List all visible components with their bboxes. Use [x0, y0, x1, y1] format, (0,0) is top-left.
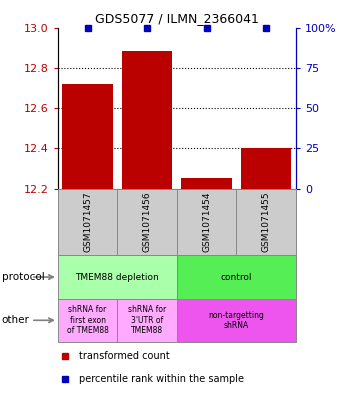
Bar: [62, 84, 113, 189]
Text: GSM1071454: GSM1071454: [202, 192, 211, 252]
Text: other: other: [2, 315, 30, 325]
Bar: [181, 178, 232, 189]
Text: non-targetting
shRNA: non-targetting shRNA: [208, 310, 264, 330]
Bar: [177, 189, 236, 255]
Bar: [117, 189, 177, 255]
Bar: [58, 189, 117, 255]
Bar: [117, 299, 177, 342]
Bar: [241, 148, 291, 189]
Text: GSM1071457: GSM1071457: [83, 192, 92, 252]
Text: GSM1071455: GSM1071455: [261, 192, 271, 252]
Text: transformed count: transformed count: [79, 351, 170, 361]
Bar: [177, 299, 296, 342]
Text: GSM1071456: GSM1071456: [142, 192, 152, 252]
Text: shRNA for
first exon
of TMEM88: shRNA for first exon of TMEM88: [67, 305, 108, 335]
Bar: [122, 51, 172, 189]
Bar: [236, 189, 296, 255]
Text: protocol: protocol: [2, 272, 45, 282]
Text: shRNA for
3'UTR of
TMEM88: shRNA for 3'UTR of TMEM88: [128, 305, 166, 335]
Text: TMEM88 depletion: TMEM88 depletion: [75, 273, 159, 281]
Bar: [58, 299, 117, 342]
Bar: [58, 255, 177, 299]
Text: control: control: [221, 273, 252, 281]
Text: percentile rank within the sample: percentile rank within the sample: [79, 374, 244, 384]
Title: GDS5077 / ILMN_2366041: GDS5077 / ILMN_2366041: [95, 12, 259, 25]
Bar: [177, 255, 296, 299]
